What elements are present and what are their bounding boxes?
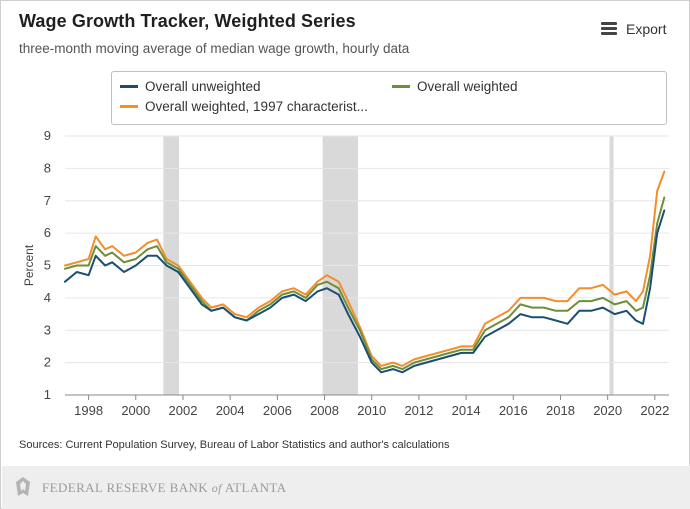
x-tick-label: 2020 — [593, 403, 622, 418]
chart-subtitle: three-month moving average of median wag… — [19, 41, 410, 56]
legend-label-weighted-1997: Overall weighted, 1997 characterist... — [145, 99, 368, 114]
y-axis-label: Percent — [22, 244, 36, 286]
legend-swatch-weighted-1997 — [120, 105, 138, 108]
menu-icon — [601, 22, 617, 36]
legend-item-unweighted[interactable]: Overall unweighted — [120, 79, 261, 94]
legend-swatch-unweighted — [120, 85, 138, 88]
source-note: Sources: Current Population Survey, Bure… — [19, 439, 450, 451]
x-tick-label: 1998 — [74, 403, 103, 418]
series-line-0 — [64, 209, 666, 374]
y-tick-label: 8 — [44, 160, 51, 175]
legend-label-unweighted: Overall unweighted — [145, 79, 261, 94]
line-chart: 1 2 3 4 5 6 7 8 9 1998 2000 2002 2004 2006 2008 2010 201… — [22, 128, 669, 418]
series-line-2 — [64, 170, 666, 367]
series-line-1 — [64, 196, 666, 371]
footer-bar: FEDERAL RESERVE BANK of ATLANTA — [2, 466, 690, 509]
y-tick-label: 9 — [44, 128, 51, 143]
y-tick-label: 3 — [44, 322, 51, 337]
x-tick-label: 2018 — [546, 403, 575, 418]
export-button[interactable]: Export — [601, 17, 666, 41]
export-label: Export — [626, 21, 667, 37]
x-tick-label: 2010 — [357, 403, 386, 418]
x-tick-label: 2016 — [499, 403, 528, 418]
x-tick-label: 2014 — [452, 403, 481, 418]
x-tick-label: 2022 — [640, 403, 669, 418]
y-tick-label: 7 — [44, 193, 51, 208]
y-tick-label: 1 — [44, 387, 51, 402]
y-tick-label: 2 — [44, 355, 51, 370]
x-tick-label: 2008 — [310, 403, 339, 418]
legend-item-weighted-1997[interactable]: Overall weighted, 1997 characterist... — [120, 99, 368, 114]
legend-label-weighted: Overall weighted — [417, 79, 518, 94]
legend-item-weighted[interactable]: Overall weighted — [392, 79, 518, 94]
x-tick-label: 2002 — [169, 403, 198, 418]
eagle-logo-icon — [16, 477, 30, 496]
x-tick-label: 2000 — [121, 403, 150, 418]
x-tick-label: 2006 — [263, 403, 292, 418]
x-tick-label: 2004 — [216, 403, 245, 418]
legend-swatch-weighted — [392, 85, 410, 88]
fed-logo-text: FEDERAL RESERVE BANK of ATLANTA — [42, 480, 287, 495]
y-tick-label: 4 — [44, 290, 51, 305]
x-tick-label: 2012 — [404, 403, 433, 418]
chart-legend: Overall unweighted Overall weighted Over… — [111, 71, 667, 125]
y-tick-label: 6 — [44, 225, 51, 240]
y-tick-label: 5 — [44, 258, 51, 273]
chart-title: Wage Growth Tracker, Weighted Series — [19, 11, 356, 31]
